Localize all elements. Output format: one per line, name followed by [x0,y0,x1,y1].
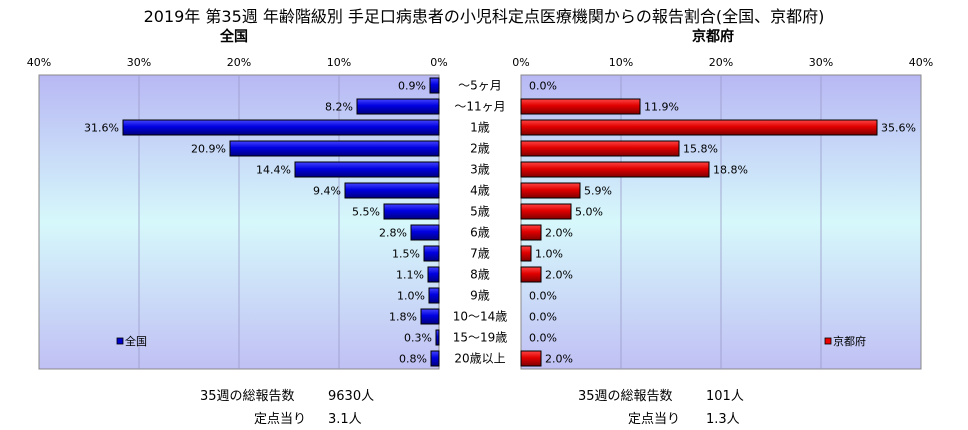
kyoto-data-label: 15.8% [683,143,718,156]
kyoto-bar [520,119,878,136]
kyoto-tick-label: 10% [609,56,633,69]
national-data-label: 0.9% [398,80,426,93]
bars: 0.9% 8.2% 31.6% 20.9% 14.4% 9.4% 5.5% 2.8% 1.5% 1… [84,77,916,367]
kyoto-legend-swatch [824,337,832,345]
national-data-label: 0.8% [399,353,427,366]
kyoto-tick-label: 30% [809,56,833,69]
category-label: 5歳 [470,205,490,219]
kyoto-data-label: 2.0% [545,353,573,366]
national-tick-label: 30% [127,56,151,69]
national-total-value: 9630人 [328,389,375,404]
national-data-label: 5.5% [352,206,380,219]
national-data-label: 1.1% [396,269,424,282]
kyoto-panel-title: 京都府 [692,29,734,45]
category-label: 20歳以上 [454,352,505,366]
national-tick-label: 20% [227,56,251,69]
national-data-label: 14.4% [256,164,291,177]
national-bar [410,224,440,241]
kyoto-data-label: 0.0% [529,311,557,324]
category-label: 3歳 [470,163,490,177]
kyoto-per-value: 1.3人 [706,412,740,427]
national-total-label: 35週の総報告数 [200,389,295,404]
legend: 全国 京都府 [116,334,866,348]
kyoto-data-label: 1.0% [535,248,563,261]
category-label: 9歳 [470,289,490,303]
kyoto-legend-label: 京都府 [833,334,866,348]
national-tick-label: 0% [430,56,447,69]
national-data-label: 20.9% [191,143,226,156]
national-data-label: 1.8% [389,311,417,324]
national-data-label: 9.4% [313,185,341,198]
national-bar [429,77,440,94]
kyoto-per-label: 定点当り [628,412,681,427]
national-bar [420,308,440,325]
kyoto-bar [520,350,542,367]
category-label: 15〜19歳 [453,331,508,345]
chart-title: 2019年 第35週 年齢階級別 手足口病患者の小児科定点医療機関からの報告割合… [143,7,825,26]
kyoto-data-label: 18.8% [713,164,748,177]
kyoto-bar [520,266,542,283]
national-bar [423,245,440,262]
national-bar [430,350,440,367]
category-label: 6歳 [470,226,490,240]
national-bar [122,119,440,136]
kyoto-bar [520,182,581,199]
category-label: 〜5ヶ月 [458,79,502,93]
national-tick-label: 10% [327,56,351,69]
national-bar [229,140,440,157]
kyoto-data-label: 0.0% [529,290,557,303]
national-bar [383,203,440,220]
national-bar [356,98,440,115]
national-bar [435,329,440,346]
kyoto-total-value: 101人 [706,389,744,404]
kyoto-tick-label: 20% [709,56,733,69]
category-labels: 〜5ヶ月〜11ヶ月 1歳 2歳 3歳 4歳 5歳 6歳 7歳 8歳 9歳 10〜14歳 15〜19歳 2… [453,79,508,366]
category-label: 7歳 [470,247,490,261]
kyoto-tick-label: 40% [909,56,933,69]
national-legend-label: 全国 [125,334,147,348]
kyoto-bar [520,245,532,262]
kyoto-bar [520,224,542,241]
kyoto-data-label: 11.9% [644,101,679,114]
national-data-label: 2.8% [379,227,407,240]
national-per-label: 定点当り [254,412,307,427]
category-label: 4歳 [470,184,490,198]
national-per-value: 3.1人 [328,412,362,427]
national-data-label: 1.5% [392,248,420,261]
kyoto-tick-label: 0% [512,56,529,69]
national-data-label: 0.3% [404,332,432,345]
national-data-label: 31.6% [84,122,119,135]
kyoto-bar [520,98,641,115]
kyoto-data-label: 0.0% [529,80,557,93]
national-data-label: 8.2% [325,101,353,114]
kyoto-total-label: 35週の総報告数 [578,389,673,404]
category-label: 10〜14歳 [453,310,508,324]
national-panel-title: 全国 [220,29,248,45]
kyoto-data-label: 0.0% [529,332,557,345]
kyoto-bar [520,203,572,220]
kyoto-data-label: 5.9% [584,185,612,198]
kyoto-bar [520,140,680,157]
category-label: 2歳 [470,142,490,156]
axis-ticks: 0% 0% 10% 10% 20% 20% 30% 30% 40% 40% [27,56,933,69]
kyoto-data-label: 35.6% [881,122,916,135]
kyoto-data-label: 5.0% [575,206,603,219]
national-tick-label: 40% [27,56,51,69]
category-label: 1歳 [470,121,490,135]
national-bar [344,182,440,199]
national-data-label: 1.0% [397,290,425,303]
kyoto-bar [520,161,710,178]
kyoto-data-label: 2.0% [545,269,573,282]
category-label: 〜11ヶ月 [454,100,505,114]
national-bar [294,161,440,178]
national-legend-swatch [116,337,124,345]
kyoto-data-label: 2.0% [545,227,573,240]
category-label: 8歳 [470,268,490,282]
national-bar [427,266,440,283]
national-bar [428,287,440,304]
